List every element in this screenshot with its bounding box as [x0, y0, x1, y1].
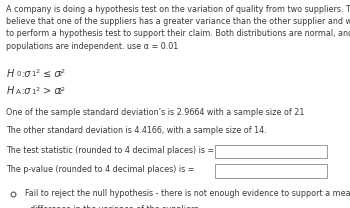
FancyBboxPatch shape [215, 164, 327, 178]
Text: 1: 1 [32, 71, 36, 77]
Text: :σ: :σ [21, 69, 30, 79]
Text: A company is doing a hypothesis test on the variation of quality from two suppli: A company is doing a hypothesis test on … [6, 5, 350, 51]
Text: difference in the variance of the suppliers.: difference in the variance of the suppli… [25, 205, 201, 208]
Text: A: A [16, 89, 21, 95]
Text: 2: 2 [57, 89, 61, 95]
Text: > σ: > σ [40, 86, 61, 96]
Text: ≤ σ: ≤ σ [40, 69, 61, 79]
Text: Fail to reject the null hypothesis - there is not enough evidence to support a m: Fail to reject the null hypothesis - the… [25, 189, 350, 198]
Text: One of the sample standard deviation’s is 2.9664 with a sample size of 21: One of the sample standard deviation’s i… [6, 108, 304, 117]
Text: 2: 2 [35, 69, 39, 74]
Text: The p-value (rounded to 4 decimal places) is =: The p-value (rounded to 4 decimal places… [6, 165, 195, 174]
Text: H: H [6, 86, 14, 96]
Text: 2: 2 [35, 87, 39, 92]
Text: 2: 2 [61, 69, 65, 74]
FancyBboxPatch shape [215, 145, 327, 158]
Text: The other standard deviation is 4.4166, with a sample size of 14.: The other standard deviation is 4.4166, … [6, 126, 267, 135]
Text: 2: 2 [61, 87, 65, 92]
Text: 2: 2 [57, 71, 61, 77]
Text: The test statistic (rounded to 4 decimal places) is =: The test statistic (rounded to 4 decimal… [6, 146, 215, 155]
Text: 1: 1 [32, 89, 36, 95]
Text: :σ: :σ [21, 86, 30, 96]
Text: 0: 0 [16, 71, 21, 77]
Text: H: H [6, 69, 14, 79]
